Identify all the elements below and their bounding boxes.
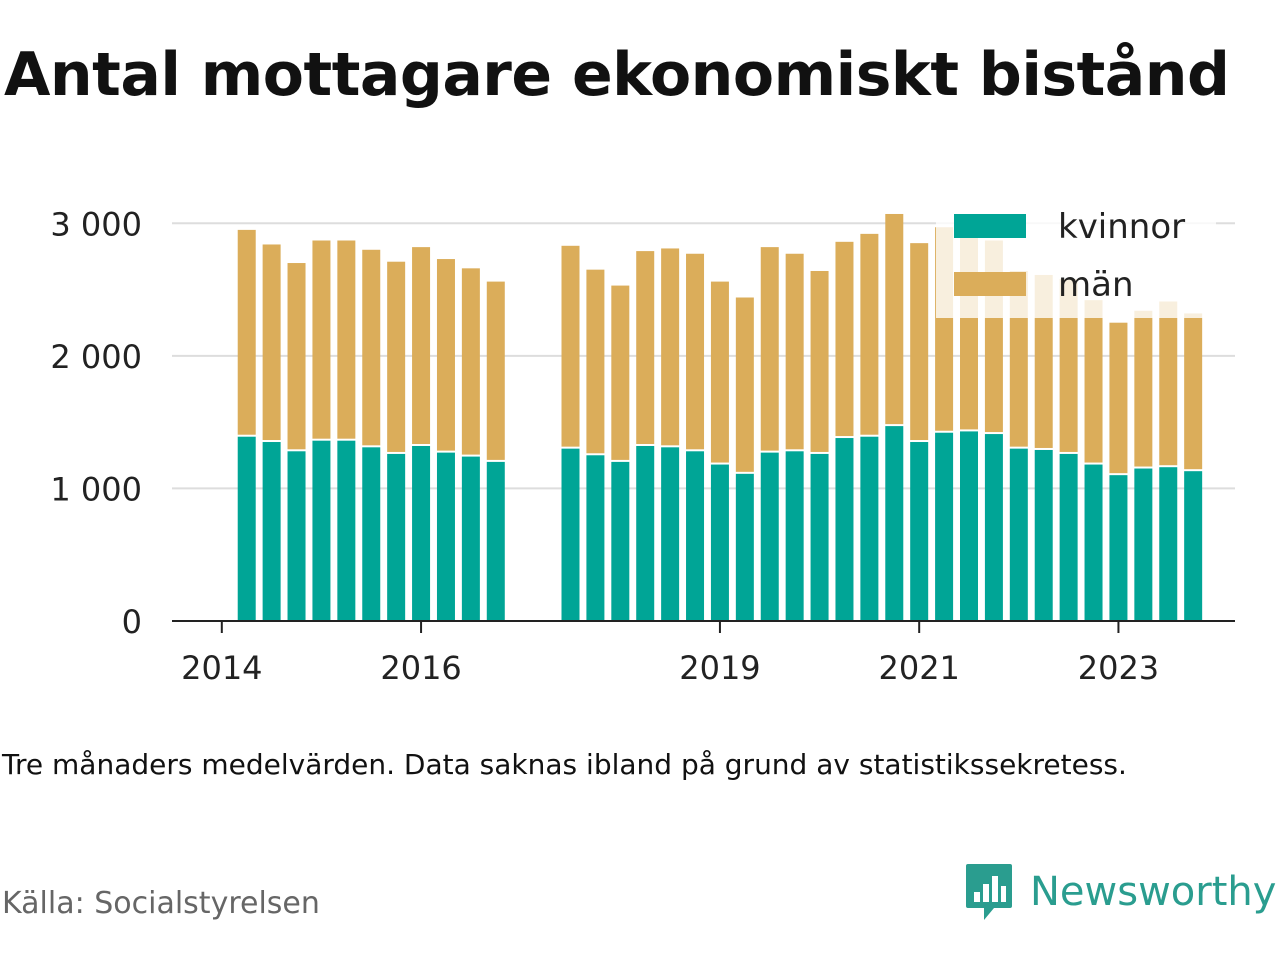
x-tick-label: 2021 — [878, 649, 959, 687]
bar-kvinnor — [636, 445, 655, 621]
legend-swatch-kvinnor — [954, 214, 1026, 238]
bar-kvinnor — [885, 426, 904, 621]
y-tick-label: 0 — [122, 603, 142, 641]
bars — [237, 213, 1203, 621]
bar-kvinnor — [984, 434, 1003, 621]
bar-kvinnor — [710, 464, 729, 621]
bar-kvinnor — [287, 451, 306, 621]
bar-kvinnor — [312, 440, 331, 621]
bar-man — [1084, 300, 1103, 463]
brand-name: Newsworthy — [1030, 869, 1277, 915]
bar-man — [710, 281, 729, 463]
bar-man — [1034, 274, 1053, 448]
bar-man — [1134, 310, 1153, 467]
bar-kvinnor — [586, 455, 605, 621]
bar-man — [860, 233, 879, 435]
bar-man — [436, 259, 455, 451]
bar-man — [561, 245, 580, 447]
bar-kvinnor — [1134, 468, 1153, 621]
bar-man — [735, 297, 754, 472]
bar-kvinnor — [935, 432, 954, 621]
bar-kvinnor — [1109, 475, 1128, 621]
bar-man — [1184, 313, 1203, 470]
bar-man — [910, 243, 929, 441]
bar-man — [611, 285, 630, 460]
bar-kvinnor — [661, 447, 680, 621]
x-tick-label: 2016 — [380, 649, 461, 687]
newsworthy-logo-icon — [966, 864, 1012, 920]
bar-man — [461, 268, 480, 455]
bar-man — [287, 263, 306, 450]
source-credit: Källa: Socialstyrelsen — [2, 886, 320, 921]
legend-label-kvinnor: kvinnor — [1058, 207, 1185, 247]
bar-kvinnor — [785, 451, 804, 621]
bar-man — [412, 247, 431, 444]
bar-man — [1109, 322, 1128, 474]
bar-man — [486, 281, 505, 460]
bar-man — [312, 240, 331, 439]
x-tick-label: 2014 — [181, 649, 262, 687]
bar-kvinnor — [910, 442, 929, 621]
legend-swatch-man — [954, 272, 1026, 296]
bar-kvinnor — [561, 448, 580, 621]
bar-man — [237, 229, 256, 435]
bar-kvinnor — [860, 436, 879, 621]
brand-logo[interactable]: Newsworthy — [964, 862, 1276, 922]
bar-man — [835, 241, 854, 437]
bar-kvinnor — [611, 461, 630, 621]
bar-man — [785, 253, 804, 450]
x-tick-label: 2019 — [679, 649, 760, 687]
bar-kvinnor — [337, 440, 356, 621]
bar-man — [636, 251, 655, 444]
bar-man — [686, 253, 705, 450]
y-tick-label: 1 000 — [50, 470, 142, 508]
bar-man — [885, 213, 904, 425]
chart-title: Antal mottagare ekonomiskt bistånd — [4, 40, 1230, 110]
bar-kvinnor — [960, 431, 979, 621]
bar-kvinnor — [760, 452, 779, 621]
bar-kvinnor — [1084, 464, 1103, 621]
bar-man — [661, 248, 680, 446]
bar-man — [262, 244, 281, 441]
bar-kvinnor — [362, 447, 381, 621]
bar-kvinnor — [1159, 467, 1178, 621]
y-tick-label: 3 000 — [50, 205, 142, 243]
bar-man — [760, 247, 779, 451]
bar-man — [1059, 278, 1078, 452]
bar-kvinnor — [1009, 448, 1028, 621]
bar-kvinnor — [1034, 449, 1053, 621]
bar-man — [810, 270, 829, 452]
axes: 0 1 000 2 000 3 000 2014 2016 2019 2021 2023 — [50, 205, 1235, 687]
bar-kvinnor — [461, 456, 480, 621]
y-tick-label: 2 000 — [50, 338, 142, 376]
stacked-bar-chart: 0 1 000 2 000 3 000 2014 2016 2019 2021 2023 kvi… — [50, 205, 1235, 687]
bar-kvinnor — [735, 473, 754, 621]
bar-kvinnor — [237, 436, 256, 621]
bar-kvinnor — [835, 438, 854, 621]
bar-kvinnor — [436, 452, 455, 621]
bar-kvinnor — [387, 453, 406, 621]
bar-man — [1159, 301, 1178, 466]
legend: kvinnor män — [936, 207, 1216, 318]
bar-kvinnor — [486, 461, 505, 621]
bar-man — [387, 261, 406, 452]
bar-kvinnor — [1184, 471, 1203, 621]
x-tick-label: 2023 — [1078, 649, 1159, 687]
bar-kvinnor — [262, 442, 281, 621]
bar-kvinnor — [686, 451, 705, 621]
bar-man — [337, 240, 356, 439]
bar-kvinnor — [412, 445, 431, 621]
legend-label-man: män — [1058, 265, 1134, 305]
bar-man — [362, 249, 381, 446]
bar-kvinnor — [1059, 453, 1078, 621]
bar-kvinnor — [810, 453, 829, 621]
bar-man — [586, 269, 605, 454]
chart-note: Tre månaders medelvärden. Data saknas ib… — [2, 748, 1127, 781]
